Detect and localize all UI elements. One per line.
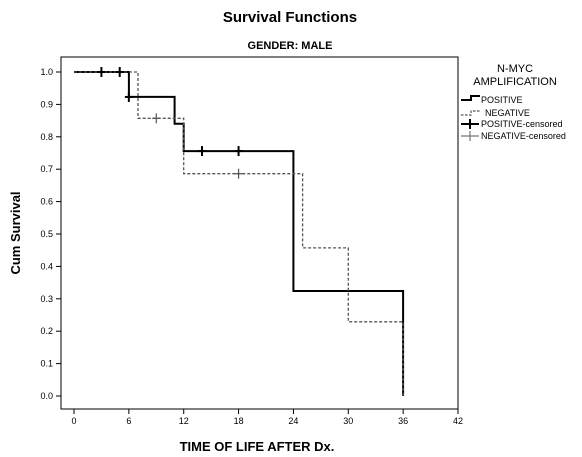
y-tick-label: 0.1	[40, 359, 53, 369]
x-tick-label: 12	[179, 416, 189, 426]
series-line-negative	[74, 71, 404, 396]
censor-layer	[97, 67, 243, 179]
y-tick-label: 0.3	[40, 294, 53, 304]
y-tick-label: 0.5	[40, 229, 53, 239]
y-tick-label: 0.2	[40, 326, 53, 336]
legend-positive-censored-label: POSITIVE-censored	[481, 119, 563, 129]
legend-negative-censored-swatch	[461, 131, 479, 141]
legend-title-line-1: N-MYC	[497, 63, 533, 75]
x-tick-label: 6	[126, 416, 131, 426]
y-tick-label: 0.9	[40, 99, 53, 109]
legend: N-MYC AMPLIFICATION POSITIVE NEGATIVE PO…	[461, 63, 566, 141]
x-tick-label: 30	[343, 416, 353, 426]
series-layer	[74, 71, 405, 396]
y-tick-label: 0.0	[40, 391, 53, 401]
y-tick-label: 0.8	[40, 132, 53, 142]
y-tick-label: 0.4	[40, 261, 53, 271]
legend-positive-label: POSITIVE	[481, 95, 523, 105]
legend-negative-label: NEGATIVE	[485, 108, 530, 118]
x-tick-label: 36	[398, 416, 408, 426]
axes: 0 6 12 18 24 30 36 42 0.0 0.1 0.2 0.3 0.4 0.5 0.6 0.7 0.…	[40, 67, 463, 426]
y-axis-title: Cum Survival	[8, 191, 23, 274]
x-tick-label: 24	[288, 416, 298, 426]
legend-positive-censored-swatch	[461, 119, 479, 129]
x-tick-label: 0	[71, 416, 76, 426]
x-axis-title: TIME OF LIFE AFTER Dx.	[180, 439, 335, 454]
legend-title-line-2: AMPLIFICATION	[473, 76, 557, 88]
x-tick-label: 18	[234, 416, 244, 426]
legend-positive-swatch	[461, 95, 480, 101]
legend-negative-censored-label: NEGATIVE-censored	[481, 131, 566, 141]
y-tick-label: 1.0	[40, 67, 53, 77]
chart-subtitle: GENDER: MALE	[248, 40, 333, 52]
legend-negative-swatch	[461, 110, 480, 116]
plot-frame	[60, 56, 459, 410]
y-tick-label: 0.6	[40, 197, 53, 207]
chart-title: Survival Functions	[223, 9, 357, 26]
y-tick-label: 0.7	[40, 164, 53, 174]
x-tick-label: 42	[453, 416, 463, 426]
series-line-positive	[74, 71, 405, 396]
